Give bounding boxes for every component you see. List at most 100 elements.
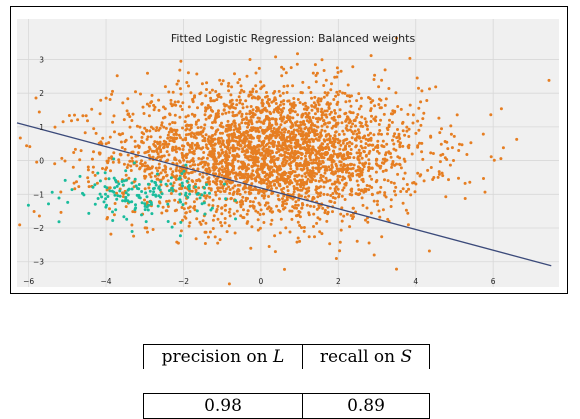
point-L (338, 167, 342, 171)
point-L (230, 98, 234, 102)
point-L (419, 100, 423, 104)
point-L (223, 167, 227, 171)
point-L (177, 146, 181, 150)
point-L (403, 171, 407, 175)
point-L (372, 133, 376, 137)
point-L (291, 84, 295, 88)
point-S (140, 213, 143, 217)
point-L (343, 91, 347, 95)
point-L (333, 118, 337, 122)
point-L (295, 62, 299, 66)
point-L (228, 176, 232, 180)
point-L (289, 107, 293, 111)
point-S (96, 197, 100, 200)
point-L (148, 147, 152, 151)
point-L (261, 157, 264, 161)
point-L (326, 193, 329, 197)
point-L (272, 99, 276, 103)
point-L (284, 71, 288, 75)
point-S (112, 176, 116, 180)
point-L (300, 183, 303, 187)
point-L (376, 139, 380, 143)
point-L (338, 249, 342, 253)
point-L (283, 181, 287, 185)
point-L (288, 117, 292, 121)
point-L (364, 120, 368, 124)
point-L (93, 173, 97, 177)
point-L (162, 139, 166, 143)
x-tick-label: 0 (259, 277, 264, 286)
point-L (411, 113, 415, 117)
point-S (63, 178, 67, 182)
point-L (370, 166, 374, 170)
point-S (234, 199, 237, 202)
point-L (398, 163, 402, 167)
point-L (324, 180, 328, 184)
point-L (233, 231, 237, 235)
point-S (130, 187, 134, 191)
point-L (67, 114, 71, 117)
point-L (333, 180, 337, 184)
point-L (449, 124, 453, 128)
point-L (396, 172, 400, 176)
point-L (181, 138, 185, 142)
point-L (364, 154, 368, 158)
point-L (282, 67, 286, 71)
point-S (195, 209, 199, 213)
point-L (330, 171, 334, 175)
point-L (295, 166, 299, 170)
point-L (268, 152, 272, 156)
point-L (336, 93, 340, 97)
point-S (208, 191, 211, 195)
point-L (113, 202, 117, 205)
point-L (115, 191, 119, 195)
point-L (380, 78, 384, 82)
point-L (213, 235, 217, 239)
point-L (310, 96, 313, 100)
point-L (156, 142, 160, 146)
point-L (165, 150, 169, 154)
point-L (259, 153, 263, 157)
point-L (187, 177, 191, 181)
point-L (141, 163, 145, 166)
point-L (315, 221, 319, 225)
point-L (185, 127, 189, 131)
point-L (356, 113, 360, 116)
point-L (250, 225, 254, 229)
point-L (316, 195, 320, 199)
point-L (351, 111, 355, 115)
point-L (235, 209, 239, 213)
point-L (358, 166, 362, 170)
point-L (444, 195, 448, 199)
point-L (196, 163, 200, 167)
point-L (370, 193, 374, 197)
point-L (105, 166, 109, 170)
point-L (256, 160, 260, 164)
point-S (124, 191, 128, 195)
point-L (395, 136, 399, 140)
point-L (216, 189, 220, 193)
point-L (227, 137, 231, 141)
point-L (218, 238, 222, 242)
point-L (307, 128, 311, 131)
point-S (154, 194, 158, 198)
point-L (231, 171, 235, 175)
point-S (87, 211, 91, 215)
point-L (160, 155, 163, 159)
point-L (317, 159, 321, 163)
point-L (303, 139, 307, 143)
point-L (154, 145, 158, 148)
point-L (341, 91, 345, 95)
point-L (372, 199, 376, 203)
point-L (210, 126, 213, 129)
point-L (300, 113, 304, 117)
point-L (328, 178, 332, 182)
point-L (357, 188, 361, 192)
point-L (279, 131, 283, 135)
point-L (92, 150, 95, 154)
point-L (269, 172, 273, 176)
point-L (246, 176, 250, 180)
point-L (227, 185, 231, 189)
point-L (284, 138, 288, 142)
point-L (406, 223, 410, 227)
